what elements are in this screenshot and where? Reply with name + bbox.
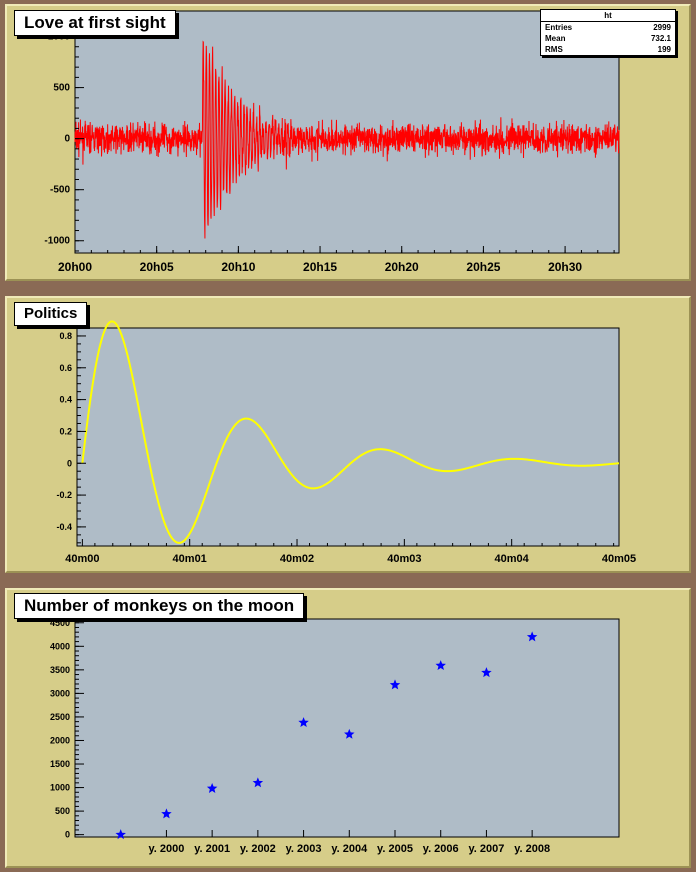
y-tick-label: 0.4 (59, 395, 72, 405)
stats-row-rms: RMS 199 (541, 44, 675, 55)
stats-value: 732.1 (650, 34, 671, 43)
y-tick-label: 4000 (50, 641, 70, 651)
x-tick-label: 20h05 (140, 260, 174, 274)
y-tick-label: -500 (50, 185, 70, 196)
y-tick-label: 1000 (50, 783, 70, 793)
x-tick-label: y. 2007 (468, 843, 504, 855)
stats-row-entries: Entries 2999 (541, 22, 675, 33)
x-tick-label: y. 2000 (148, 843, 184, 855)
chart-love-at-first-sight: 20h00 20h05 20h10 20h15 20h20 20h25 20h30 1000 5… (44, 10, 620, 274)
y-tick-label: -1000 (44, 236, 70, 247)
y-tick-label: 0 (67, 458, 72, 468)
chart-panel-politics: 40m00 40m01 40m02 40m03 40m04 40m05 0.8 0.6 0.4 0… (5, 296, 691, 573)
chart-panel-monkeys: y. 2000 y. 2001 y. 2002 y. 2003 y. 2004 y. 20… (5, 588, 691, 868)
x-tick-label: y. 2005 (377, 843, 413, 855)
y-tick-label: 0 (64, 134, 70, 145)
stats-name: ht (541, 10, 675, 22)
data-point-star (161, 808, 172, 819)
y-tick-label: 0 (65, 830, 70, 840)
chart-politics: 40m00 40m01 40m02 40m03 40m04 40m05 0.8 0.6 0.4 0… (56, 320, 636, 565)
data-point-star (252, 777, 264, 788)
chart-panel-love-at-first-sight: 20h00 20h05 20h10 20h15 20h20 20h25 20h30 1000 5… (5, 4, 691, 281)
plot-area (74, 618, 620, 838)
x-tick-label: y. 2006 (423, 843, 459, 855)
data-point-star (344, 728, 355, 739)
stats-value: 2999 (653, 23, 671, 32)
data-point-star (298, 717, 309, 728)
damped-sine-line (81, 320, 620, 544)
chart-title: Politics (14, 302, 88, 326)
x-tick-label: 20h25 (466, 260, 500, 274)
x-tick-label: 40m05 (602, 553, 636, 565)
y-tick-label: 500 (53, 83, 70, 94)
y-tick-label: 0.2 (59, 426, 72, 436)
stats-box: ht Entries 2999 Mean 732.1 RMS 199 (540, 9, 676, 56)
chart-title: Love at first sight (14, 10, 176, 36)
data-point-star (435, 660, 446, 671)
y-tick-label: 1500 (50, 759, 70, 769)
x-tick-label: y. 2003 (286, 843, 322, 855)
x-tick-label: 40m01 (173, 553, 207, 565)
data-point-star (206, 783, 218, 793)
chart-title: Number of monkeys on the moon (14, 593, 305, 619)
x-tick-label: 20h15 (303, 260, 337, 274)
chart-monkeys-on-the-moon: y. 2000 y. 2001 y. 2002 y. 2003 y. 2004 y. 20… (50, 618, 620, 855)
data-point-star (481, 667, 492, 678)
y-tick-label: -0.4 (56, 522, 72, 532)
x-tick-label: y. 2008 (514, 843, 550, 855)
y-tick-label: 1000 (48, 32, 71, 43)
x-tick-label: 40m04 (495, 553, 530, 565)
y-tick-label: 500 (55, 806, 70, 816)
x-tick-label: 20h00 (58, 260, 92, 274)
stats-label: Mean (545, 34, 566, 43)
data-point-star (115, 829, 126, 840)
x-tick-label: 20h20 (385, 260, 419, 274)
x-tick-label: 20h30 (548, 260, 582, 274)
y-tick-label: 3500 (50, 665, 70, 675)
y-tick-label: 0.6 (59, 363, 72, 373)
stats-row-mean: Mean 732.1 (541, 33, 675, 44)
stats-label: Entries (545, 23, 573, 32)
signal-line (74, 40, 620, 239)
x-tick-label: y. 2001 (194, 843, 230, 855)
stats-value: 199 (657, 45, 671, 54)
y-tick-label: 2000 (50, 735, 70, 745)
x-tick-label: y. 2002 (240, 843, 276, 855)
x-tick-label: 40m02 (280, 553, 314, 565)
x-tick-label: 40m03 (387, 553, 421, 565)
stats-label: RMS (545, 45, 563, 54)
y-tick-label: 4500 (50, 618, 70, 628)
x-tick-label: 40m00 (65, 553, 99, 565)
data-point-star (389, 679, 401, 690)
plot-area (76, 327, 620, 547)
x-tick-label: 20h10 (221, 260, 255, 274)
y-tick-label: 2500 (50, 712, 70, 722)
y-tick-label: -0.2 (56, 490, 72, 500)
y-tick-label: 0.8 (59, 331, 72, 341)
x-tick-label: y. 2004 (331, 843, 368, 855)
data-point-star (526, 631, 538, 642)
y-tick-label: 3000 (50, 688, 70, 698)
